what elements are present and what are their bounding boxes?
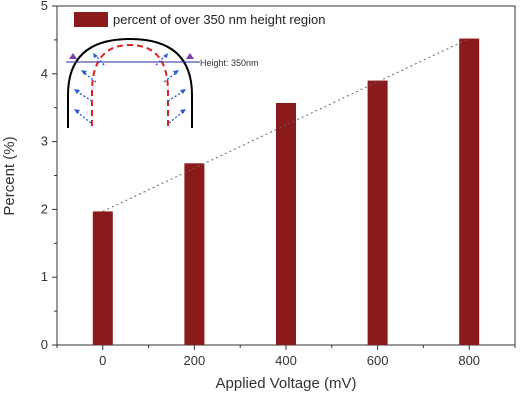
- x-axis: 0 200 400 600 800: [56, 345, 516, 368]
- x-axis-title: Applied Voltage (mV): [216, 375, 357, 392]
- y-axis-title: Percent (%): [1, 136, 18, 215]
- bar-series: [92, 38, 480, 345]
- x-tick-label: 200: [184, 353, 206, 368]
- inset-marker-right: [186, 53, 194, 59]
- y-axis: 0 1 2 3 4 5: [41, 0, 57, 352]
- inset-arrowheads: [74, 53, 186, 114]
- bar: [92, 211, 113, 345]
- inset-height-label: Height: 350nm: [200, 58, 259, 68]
- legend-label: percent of over 350 nm height region: [113, 12, 325, 27]
- inset-outer-arc: [67, 37, 193, 128]
- y-tick-label: 4: [41, 66, 48, 81]
- inset-diagram: Height: 350nm: [66, 37, 259, 128]
- y-tick-label: 3: [41, 134, 48, 149]
- bar: [459, 38, 480, 345]
- bar: [184, 163, 205, 345]
- y-tick-label: 2: [41, 201, 48, 216]
- bar: [367, 80, 388, 345]
- inset-marker-left: [69, 53, 77, 59]
- legend-swatch: [74, 12, 108, 27]
- inset-inner-arc: [91, 43, 169, 126]
- y-tick-label: 0: [41, 337, 48, 352]
- x-tick-label: 600: [367, 353, 389, 368]
- inset-arrows: [75, 54, 185, 124]
- bar: [276, 102, 296, 345]
- y-tick-label: 5: [41, 0, 48, 13]
- y-tick-label: 1: [41, 269, 48, 284]
- legend: percent of over 350 nm height region: [74, 12, 325, 27]
- x-tick-label: 800: [458, 353, 480, 368]
- x-tick-label: 400: [275, 353, 297, 368]
- x-tick-label: 0: [99, 353, 106, 368]
